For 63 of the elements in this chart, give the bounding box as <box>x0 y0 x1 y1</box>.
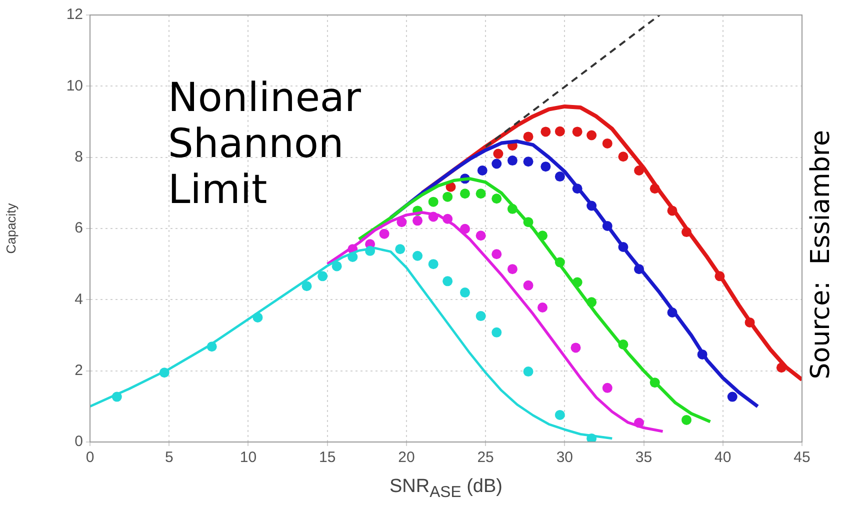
point <box>476 188 486 199</box>
point <box>379 228 390 239</box>
point <box>493 148 504 159</box>
point <box>492 249 502 260</box>
point <box>602 382 612 393</box>
point <box>540 162 551 172</box>
point <box>507 156 518 166</box>
point <box>460 288 470 298</box>
point <box>492 158 502 169</box>
point <box>428 196 438 207</box>
y-tick-label: 2 <box>74 362 83 379</box>
point <box>492 327 502 338</box>
point <box>460 188 470 199</box>
point <box>302 281 312 292</box>
x-tick-label: 30 <box>556 449 574 466</box>
y-tick-label: 4 <box>74 290 83 308</box>
point <box>412 216 423 226</box>
point <box>586 130 597 140</box>
annotation: Nonlinear Shannon Limit <box>168 75 362 213</box>
y-tick-label: 0 <box>74 433 83 450</box>
point <box>554 172 565 182</box>
y-tick-label: 8 <box>74 148 83 166</box>
y-tick-label: 10 <box>66 77 83 94</box>
x-tick-label: 15 <box>318 449 336 466</box>
point <box>602 138 612 148</box>
point <box>727 392 738 402</box>
y-tick-label: 12 <box>66 6 83 24</box>
x-tick-label: 35 <box>635 449 652 466</box>
point <box>554 410 565 420</box>
point <box>540 126 551 137</box>
x-tick-label: 10 <box>240 449 257 466</box>
y-axis-title: Capacity <box>3 202 18 254</box>
point <box>570 342 581 353</box>
source-note: Source: Essiambre <box>806 130 836 380</box>
x-tick-label: 25 <box>477 449 494 466</box>
point <box>492 194 502 204</box>
x-axis-title: SNR$_{ASE}$ (dB) <box>388 476 504 502</box>
point <box>618 152 628 162</box>
point <box>538 302 548 312</box>
point <box>442 192 453 202</box>
point <box>477 166 488 176</box>
point <box>476 230 486 241</box>
x-tick-label: 0 <box>86 449 94 466</box>
y-tick-label: 6 <box>74 220 83 237</box>
point <box>523 132 534 142</box>
point <box>332 261 342 272</box>
point <box>572 126 582 137</box>
point <box>318 271 328 282</box>
point <box>523 156 534 167</box>
point <box>554 126 565 136</box>
point <box>523 280 534 290</box>
point <box>395 244 406 254</box>
point <box>507 264 518 274</box>
point <box>476 311 486 322</box>
point <box>412 250 423 261</box>
point <box>428 259 438 270</box>
point <box>523 366 534 377</box>
x-tick-label: 5 <box>164 449 174 466</box>
point <box>682 414 692 425</box>
x-tick-label: 40 <box>714 449 732 466</box>
point <box>442 276 453 286</box>
x-tick-label: 45 <box>794 449 810 466</box>
x-tick-label: 20 <box>398 449 415 466</box>
